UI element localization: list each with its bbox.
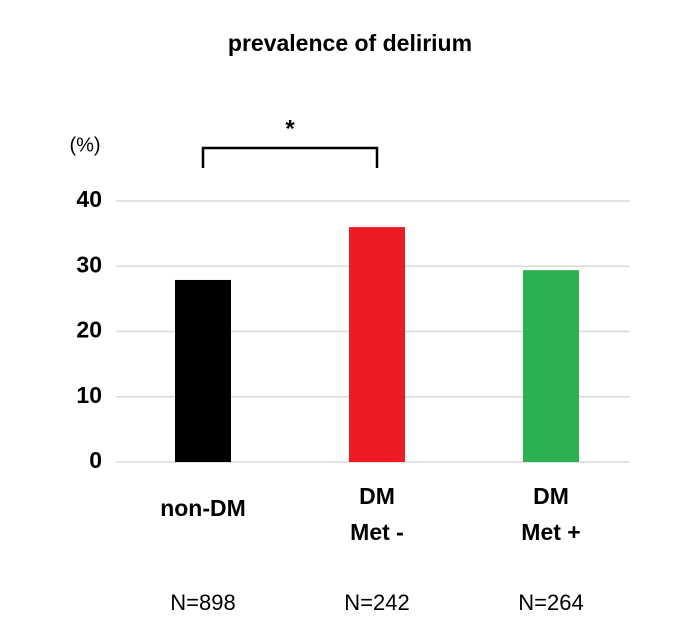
x-tick-label: Met + (521, 519, 580, 545)
x-tick-label: Met - (350, 519, 404, 545)
y-tick-label: 10 (76, 382, 102, 408)
y-tick-label: 30 (76, 251, 102, 277)
chart-title: prevalence of delirium (228, 30, 472, 56)
bar (175, 279, 231, 462)
n-label: N=898 (170, 590, 235, 615)
y-unit: (%) (69, 134, 100, 156)
bar (523, 270, 579, 462)
significance-bracket (201, 146, 379, 168)
x-tick-label: DM (359, 483, 395, 509)
x-tick-label: DM (533, 483, 569, 509)
n-label: N=242 (344, 590, 409, 615)
y-tick-label: 40 (76, 186, 102, 212)
y-tick-label: 0 (89, 447, 102, 473)
n-label: N=264 (518, 590, 583, 615)
y-tick-label: 20 (76, 317, 102, 343)
bar (349, 227, 405, 462)
x-tick-label: non-DM (160, 495, 246, 521)
significance-label: * (285, 115, 295, 142)
